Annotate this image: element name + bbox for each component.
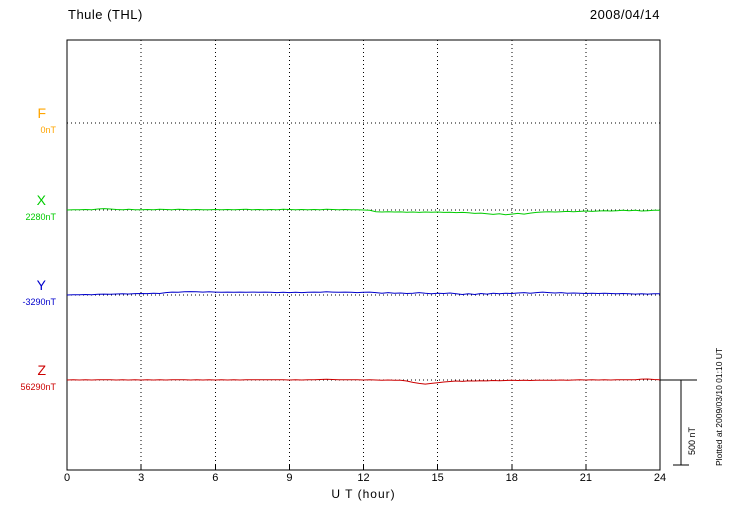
station-title: Thule (THL)	[68, 7, 143, 22]
plotted-at-note: Plotted at 2009/03/10 01:10 UT	[714, 347, 724, 466]
scale-bar-label: 500 nT	[687, 426, 697, 455]
series-baseline-z: 56290nT	[20, 382, 56, 392]
series-letter-f: F	[37, 105, 46, 121]
series-letter-x: X	[36, 192, 46, 208]
x-tick-label: 18	[505, 472, 518, 484]
series-letter-z: Z	[37, 362, 46, 378]
x-tick-label: 12	[357, 472, 370, 484]
x-tick-label: 24	[653, 472, 667, 484]
series-baseline-x: 2280nT	[25, 212, 56, 222]
x-tick-label: 21	[579, 472, 592, 484]
series-letter-y: Y	[36, 277, 46, 293]
x-tick-label: 0	[63, 472, 71, 484]
series-baseline-y: -3290nT	[22, 297, 56, 307]
x-tick-label: 9	[286, 472, 293, 484]
x-tick-label: 3	[138, 472, 145, 484]
x-tick-label: 15	[431, 472, 444, 484]
plot-date: 2008/04/14	[589, 7, 660, 22]
x-axis-title: U T (hour)	[331, 487, 396, 501]
series-baseline-f: 0nT	[40, 125, 56, 135]
x-tick-label: 6	[212, 472, 219, 484]
